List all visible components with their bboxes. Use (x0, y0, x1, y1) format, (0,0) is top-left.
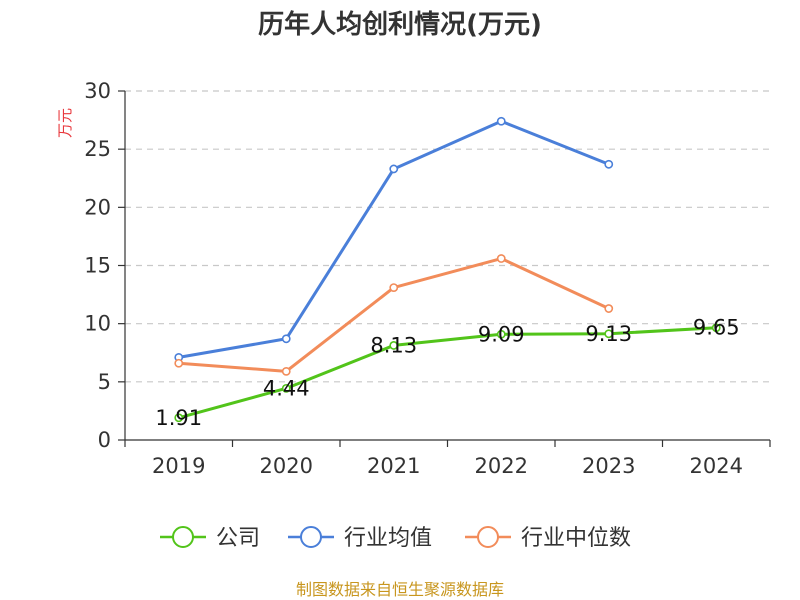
legend-label-0[interactable]: 公司 (216, 526, 260, 551)
x-tick-label-2021: 2021 (367, 454, 420, 478)
y-tick-label-0: 0 (98, 428, 111, 452)
series-lines (174, 116, 721, 423)
gridlines (125, 90, 770, 383)
legend-marker-0 (172, 526, 194, 548)
series-0-point-2021 (389, 341, 399, 350)
axes: 0 5 10 15 20 25 30 2019 2020 2021 2022 2023 2024 (84, 79, 771, 478)
legend-marker-2 (477, 526, 499, 548)
x-tick-label-2020: 2020 (260, 454, 313, 478)
source-note: 制图数据来自恒生聚源数据库 (296, 580, 504, 599)
legend-marker-1 (300, 526, 322, 548)
y-tick-label-20: 20 (84, 195, 111, 219)
y-axis-label: 万元 (56, 108, 74, 138)
legend-label-2[interactable]: 行业中位数 (521, 526, 631, 551)
y-tick-label-30: 30 (84, 79, 111, 103)
series-1-point-2020 (281, 334, 291, 344)
series-1-point-2022 (496, 116, 506, 126)
y-tick-label-5: 5 (98, 370, 111, 394)
series-0-point-2022 (496, 329, 506, 339)
series-2-point-2019 (174, 358, 184, 368)
data-labels: 1.91 4.44 8.13 9.09 9.13 9.65 (155, 316, 739, 430)
series-2-point-2020 (281, 366, 291, 376)
x-tick-label-2022: 2022 (475, 454, 528, 478)
x-tick-label-2024: 2024 (690, 454, 743, 478)
series-2-point-2022 (496, 254, 506, 263)
data-label-2022: 9.09 (478, 322, 525, 346)
series-line-0 (178, 326, 717, 420)
x-tick-label-2019: 2019 (152, 454, 205, 478)
series-0-point-2024 (711, 323, 721, 333)
series-0-point-2023 (604, 329, 614, 339)
series-0-point-2020 (281, 383, 291, 393)
data-label-2020: 4.44 (263, 376, 310, 400)
legend-label-1[interactable]: 行业均值 (344, 526, 432, 551)
data-label-2023: 9.13 (585, 322, 632, 346)
data-label-2024: 9.65 (693, 316, 740, 340)
series-0-point-2019 (174, 413, 184, 423)
chart-title: 历年人均创利情况(万元) (258, 9, 542, 40)
series-line-1 (178, 119, 610, 359)
y-tick-label-25: 25 (84, 137, 111, 161)
legend: 公司 行业均值 行业中位数 (160, 526, 631, 551)
series-2-point-2021 (389, 283, 399, 293)
series-1-point-2021 (389, 164, 399, 174)
x-tick-label-2023: 2023 (582, 454, 635, 478)
data-label-2021: 8.13 (370, 333, 417, 357)
series-2-point-2023 (604, 304, 614, 313)
y-tick-label-10: 10 (84, 312, 111, 336)
y-tick-label-15: 15 (84, 254, 111, 278)
data-label-2019: 1.91 (155, 406, 202, 430)
series-1-point-2023 (604, 159, 614, 169)
